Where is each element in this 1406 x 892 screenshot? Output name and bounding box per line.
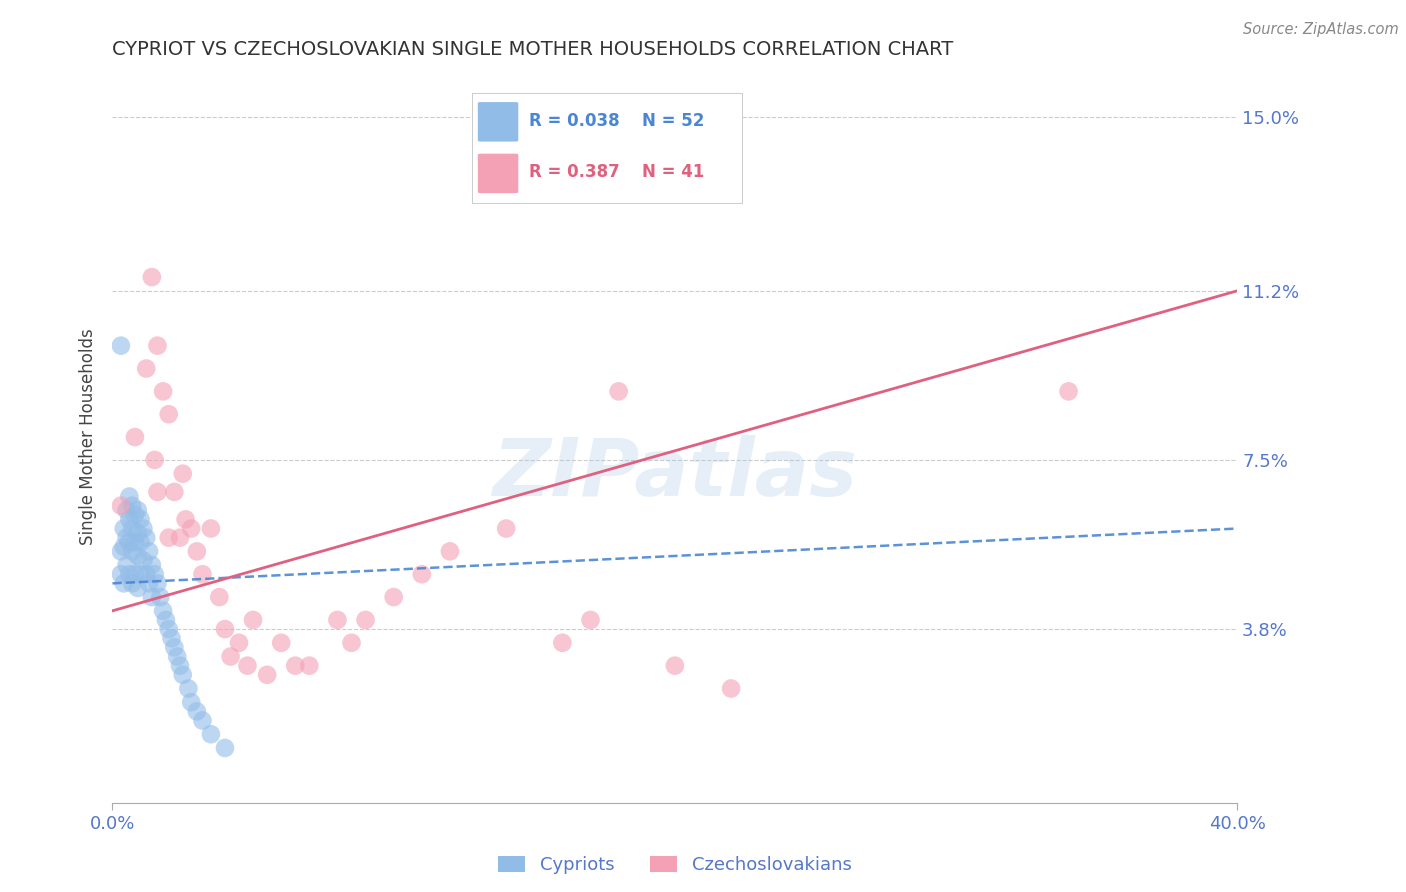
Y-axis label: Single Mother Households: Single Mother Households (79, 329, 97, 545)
Point (135, 531, 157, 545)
Point (115, 531, 138, 545)
Point (200, 727, 222, 741)
Point (174, 512, 197, 526)
Point (166, 649, 188, 664)
Point (135, 567, 157, 582)
Point (110, 567, 132, 582)
Point (141, 270, 163, 285)
Point (191, 567, 214, 582)
Point (607, 384, 630, 399)
Point (127, 581, 149, 595)
Point (382, 590, 405, 604)
Point (191, 714, 214, 728)
Point (110, 499, 132, 513)
Point (169, 531, 191, 545)
Point (124, 535, 146, 549)
Text: Source: ZipAtlas.com: Source: ZipAtlas.com (1243, 22, 1399, 37)
Point (110, 338, 132, 352)
Point (146, 485, 169, 500)
Point (214, 622, 236, 636)
Point (143, 567, 166, 582)
Point (1057, 384, 1080, 399)
Point (284, 658, 307, 673)
Point (146, 338, 169, 352)
Point (118, 535, 141, 549)
Point (219, 649, 242, 664)
Point (118, 512, 141, 526)
Point (270, 636, 292, 650)
Point (110, 544, 132, 558)
Point (208, 590, 231, 604)
Point (180, 695, 202, 709)
Point (112, 540, 135, 554)
Legend: Cypriots, Czechoslovakians: Cypriots, Czechoslovakians (491, 849, 859, 881)
Text: ZIPatlas: ZIPatlas (492, 434, 858, 513)
Point (160, 632, 183, 646)
Point (551, 636, 574, 650)
Point (115, 558, 138, 573)
Point (180, 521, 202, 535)
Point (172, 667, 194, 681)
Point (124, 567, 146, 582)
Point (129, 512, 152, 526)
Point (664, 658, 686, 673)
Point (340, 636, 363, 650)
Point (118, 567, 141, 582)
Point (127, 549, 149, 563)
Point (214, 740, 236, 755)
Point (172, 467, 194, 481)
Point (127, 503, 149, 517)
Point (141, 558, 163, 573)
Point (132, 521, 155, 535)
Point (152, 604, 174, 618)
Point (124, 508, 146, 522)
Point (298, 658, 321, 673)
Point (129, 535, 152, 549)
Point (121, 544, 143, 558)
Point (157, 531, 180, 545)
Point (115, 503, 138, 517)
Point (138, 544, 160, 558)
Point (135, 361, 157, 376)
Point (112, 521, 135, 535)
Point (121, 521, 143, 535)
Point (720, 681, 742, 696)
Point (157, 407, 180, 421)
Point (118, 490, 141, 504)
Point (354, 613, 377, 627)
Point (121, 499, 143, 513)
Point (495, 521, 517, 535)
Point (579, 613, 602, 627)
Point (200, 521, 222, 535)
Point (163, 640, 186, 655)
Point (169, 658, 191, 673)
Text: CYPRIOT VS CZECHOSLOVAKIAN SINGLE MOTHER HOUSEHOLDS CORRELATION CHART: CYPRIOT VS CZECHOSLOVAKIAN SINGLE MOTHER… (112, 39, 953, 59)
Point (157, 622, 180, 636)
Point (149, 590, 172, 604)
Point (186, 544, 208, 558)
Point (146, 576, 169, 591)
Point (256, 667, 278, 681)
Point (138, 576, 160, 591)
Point (155, 613, 177, 627)
Point (127, 526, 149, 541)
Point (177, 681, 200, 696)
Point (411, 567, 433, 582)
Point (132, 553, 155, 567)
Point (121, 576, 143, 591)
Point (439, 544, 461, 558)
Point (228, 636, 250, 650)
Point (326, 613, 349, 627)
Point (129, 567, 152, 582)
Point (242, 613, 264, 627)
Point (163, 485, 186, 500)
Point (186, 705, 208, 719)
Point (112, 576, 135, 591)
Point (152, 384, 174, 399)
Point (124, 430, 146, 444)
Point (236, 658, 259, 673)
Point (143, 453, 166, 467)
Point (141, 590, 163, 604)
